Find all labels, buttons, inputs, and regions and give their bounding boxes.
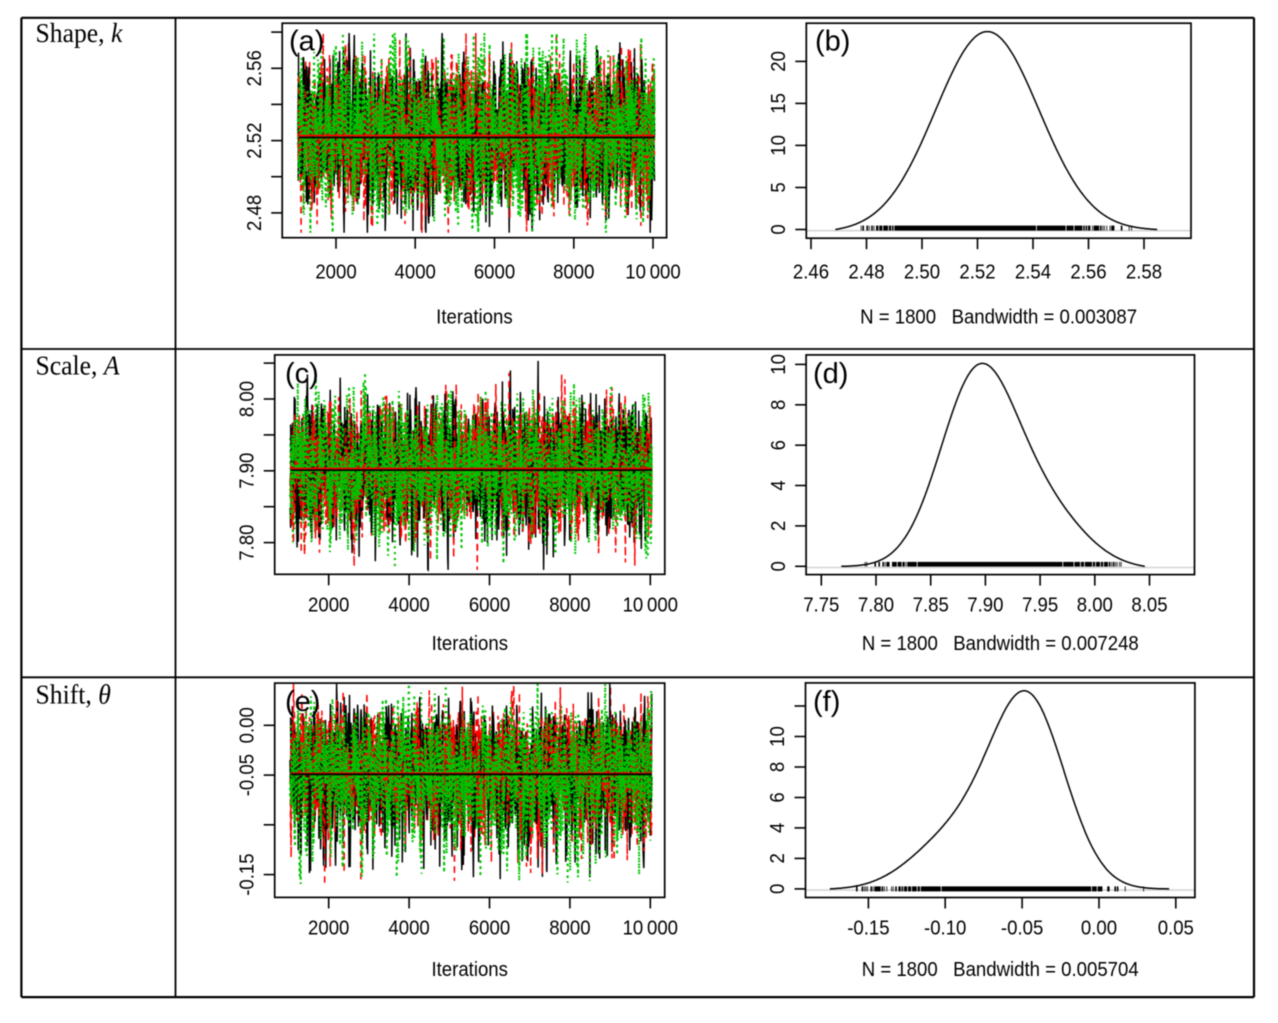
svg-text:8000: 8000: [549, 595, 590, 617]
svg-text:10: 10: [768, 135, 790, 156]
svg-text:10 000: 10 000: [623, 918, 678, 940]
svg-text:6: 6: [768, 792, 790, 802]
svg-text:7.85: 7.85: [913, 595, 949, 617]
svg-text:Iterations: Iterations: [436, 307, 512, 329]
svg-text:2: 2: [768, 521, 790, 531]
svg-text:N = 1800 Bandwidth = 0.00570: N = 1800 Bandwidth = 0.005704: [862, 959, 1139, 981]
svg-text:Iterations: Iterations: [431, 959, 507, 981]
svg-text:7.95: 7.95: [1022, 595, 1058, 617]
svg-text:(b): (b): [815, 26, 850, 58]
svg-text:4000: 4000: [388, 918, 429, 940]
svg-text:2.54: 2.54: [1015, 262, 1051, 284]
svg-text:-0.10: -0.10: [924, 918, 966, 940]
svg-text:2: 2: [768, 853, 790, 863]
svg-text:0: 0: [768, 561, 790, 571]
svg-text:6000: 6000: [474, 262, 515, 284]
svg-text:4: 4: [768, 822, 790, 833]
svg-text:2.46: 2.46: [793, 262, 829, 284]
svg-text:(a): (a): [289, 26, 324, 58]
svg-text:2000: 2000: [308, 918, 349, 940]
svg-text:6: 6: [768, 440, 790, 450]
svg-text:(c): (c): [285, 358, 319, 390]
svg-text:0.05: 0.05: [1158, 918, 1194, 940]
svg-text:6000: 6000: [469, 595, 510, 617]
svg-text:-0.15: -0.15: [847, 918, 889, 940]
svg-text:(e): (e): [285, 686, 320, 718]
svg-text:8000: 8000: [553, 262, 594, 284]
svg-text:2000: 2000: [308, 595, 349, 617]
svg-text:N = 1800 Bandwidth = 0.00308: N = 1800 Bandwidth = 0.003087: [860, 307, 1137, 329]
svg-text:8.05: 8.05: [1131, 595, 1167, 617]
svg-text:0.00: 0.00: [237, 707, 259, 743]
svg-text:8.00: 8.00: [237, 381, 259, 417]
svg-text:-0.05: -0.05: [1001, 918, 1043, 940]
svg-text:4: 4: [768, 480, 790, 491]
svg-text:7.80: 7.80: [237, 525, 259, 561]
svg-text:N = 1800 Bandwidth = 0.00724: N = 1800 Bandwidth = 0.007248: [862, 634, 1139, 656]
svg-text:2.48: 2.48: [244, 195, 266, 231]
svg-text:-0.15: -0.15: [237, 853, 259, 895]
svg-text:2000: 2000: [315, 262, 356, 284]
svg-text:7.90: 7.90: [967, 595, 1003, 617]
svg-text:15: 15: [768, 93, 790, 114]
svg-text:8000: 8000: [549, 918, 590, 940]
svg-text:20: 20: [768, 51, 790, 72]
svg-text:2.56: 2.56: [244, 50, 266, 86]
svg-text:0: 0: [768, 884, 790, 894]
svg-text:8: 8: [768, 400, 790, 410]
svg-text:0.00: 0.00: [1081, 918, 1117, 940]
svg-text:Shape, k: Shape, k: [36, 18, 124, 48]
svg-text:5: 5: [768, 182, 790, 192]
svg-text:Scale, A: Scale, A: [36, 351, 121, 381]
svg-text:4000: 4000: [395, 262, 436, 284]
svg-text:6000: 6000: [469, 918, 510, 940]
svg-text:7.80: 7.80: [858, 595, 894, 617]
svg-text:2.58: 2.58: [1126, 262, 1162, 284]
svg-text:2.52: 2.52: [244, 123, 266, 159]
svg-text:2.48: 2.48: [848, 262, 884, 284]
svg-text:8.00: 8.00: [1077, 595, 1113, 617]
svg-text:(f): (f): [813, 686, 840, 718]
svg-text:8: 8: [768, 762, 790, 772]
svg-text:0: 0: [768, 224, 790, 234]
svg-text:10 000: 10 000: [625, 262, 680, 284]
svg-text:10: 10: [768, 726, 790, 747]
svg-text:Shift, θ: Shift, θ: [36, 680, 111, 710]
svg-text:2.50: 2.50: [904, 262, 940, 284]
svg-text:Iterations: Iterations: [432, 634, 508, 656]
svg-text:(d): (d): [813, 358, 848, 390]
svg-text:7.90: 7.90: [237, 453, 259, 489]
svg-text:10: 10: [768, 354, 790, 375]
svg-text:4000: 4000: [388, 595, 429, 617]
svg-text:-0.05: -0.05: [237, 754, 259, 796]
svg-text:7.75: 7.75: [803, 595, 839, 617]
svg-text:10 000: 10 000: [623, 595, 678, 617]
svg-text:2.52: 2.52: [959, 262, 995, 284]
svg-text:2.56: 2.56: [1070, 262, 1106, 284]
